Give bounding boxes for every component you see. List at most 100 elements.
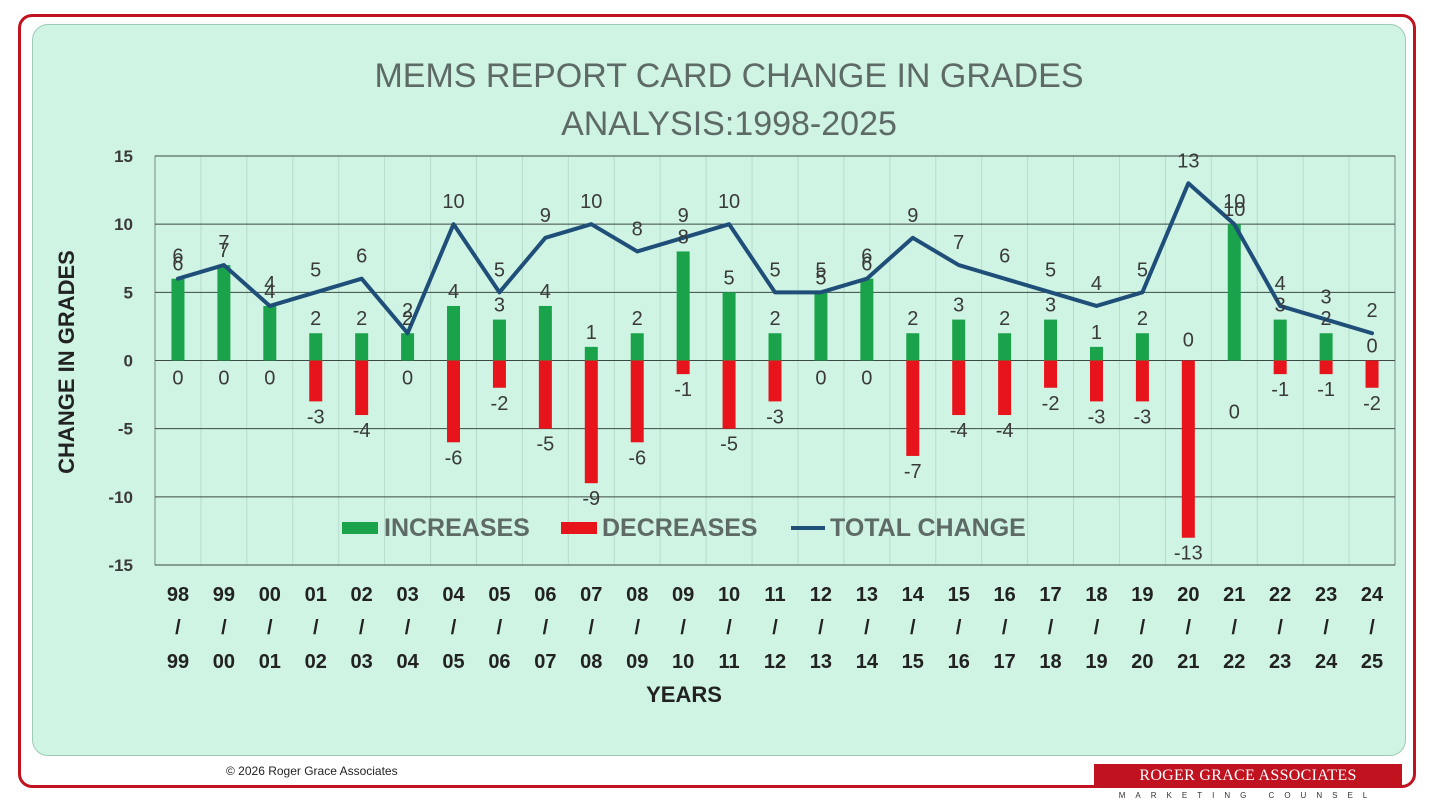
y-tick-label: 0 xyxy=(124,352,133,371)
total-data-label: 5 xyxy=(769,259,780,281)
x-tick-label-top: 09 xyxy=(672,584,694,606)
decrease-data-label: -3 xyxy=(1088,406,1106,428)
total-data-label: 8 xyxy=(632,218,643,240)
total-data-label: 6 xyxy=(999,246,1010,268)
x-tick-label-bottom: 14 xyxy=(856,651,879,673)
total-data-label: 7 xyxy=(218,232,229,254)
total-data-label: 6 xyxy=(356,246,367,268)
x-tick-label-sep: / xyxy=(956,617,962,639)
increase-bar xyxy=(1044,319,1058,361)
decrease-bar xyxy=(355,360,369,416)
increase-data-label: 2 xyxy=(310,308,321,330)
x-tick-label-top: 06 xyxy=(534,584,556,606)
total-data-label: 10 xyxy=(442,191,464,213)
increase-bar xyxy=(676,251,690,361)
legend-label-decreases: DECREASES xyxy=(602,514,758,542)
total-data-label: 4 xyxy=(1275,273,1286,295)
x-tick-label-bottom: 20 xyxy=(1131,651,1153,673)
increase-data-label: 1 xyxy=(586,322,597,344)
increase-data-label: 3 xyxy=(1045,295,1056,317)
increase-bar xyxy=(630,333,644,361)
x-tick-label-top: 17 xyxy=(1039,584,1061,606)
increase-data-label: 4 xyxy=(264,281,275,303)
x-tick-label-sep: / xyxy=(772,617,778,639)
increase-bar xyxy=(1089,346,1103,361)
decrease-data-label: -3 xyxy=(1134,406,1152,428)
decrease-bar xyxy=(722,360,736,429)
increase-bar xyxy=(768,333,782,361)
increase-bar xyxy=(814,292,828,361)
x-tick-label-sep: / xyxy=(1002,617,1008,639)
decrease-bar xyxy=(676,360,690,375)
x-tick-label-sep: / xyxy=(359,617,365,639)
x-tick-label-sep: / xyxy=(221,617,227,639)
increase-bar xyxy=(1319,333,1333,361)
increase-data-label: 4 xyxy=(448,281,459,303)
x-tick-label-top: 01 xyxy=(305,584,327,606)
x-tick-label-sep: / xyxy=(726,617,732,639)
increase-data-label: 2 xyxy=(999,308,1010,330)
increase-data-label: 2 xyxy=(1321,308,1332,330)
x-tick-label-sep: / xyxy=(451,617,457,639)
decrease-data-label: 0 xyxy=(218,368,229,390)
x-tick-label-sep: / xyxy=(543,617,549,639)
total-data-label: 5 xyxy=(1045,259,1056,281)
x-tick-label-sep: / xyxy=(910,617,916,639)
decrease-data-label: -6 xyxy=(628,447,646,469)
x-tick-label-sep: / xyxy=(267,617,273,639)
y-tick-label: -5 xyxy=(118,420,133,439)
total-data-label: 10 xyxy=(1223,191,1245,213)
total-data-label: 5 xyxy=(815,259,826,281)
decrease-data-label: -1 xyxy=(1271,379,1289,401)
x-tick-label-bottom: 10 xyxy=(672,651,694,673)
x-tick-label-bottom: 21 xyxy=(1177,651,1199,673)
x-tick-label-sep: / xyxy=(405,617,411,639)
decrease-data-label: 0 xyxy=(402,368,413,390)
increase-data-label: 1 xyxy=(1091,322,1102,344)
chart-title-line: ANALYSIS:1998-2025 xyxy=(561,105,897,143)
decrease-data-label: -2 xyxy=(491,393,509,415)
total-data-label: 6 xyxy=(861,246,872,268)
legend-swatch-decreases xyxy=(561,522,597,534)
increase-data-label: 3 xyxy=(494,295,505,317)
increase-bar xyxy=(263,305,277,361)
x-tick-label-bottom: 24 xyxy=(1315,651,1338,673)
x-tick-label-bottom: 06 xyxy=(488,651,510,673)
decrease-data-label: -3 xyxy=(307,406,325,428)
decrease-data-label: -13 xyxy=(1174,543,1203,565)
total-change-line xyxy=(175,181,1375,336)
total-data-label: 5 xyxy=(310,259,321,281)
total-data-label: 9 xyxy=(540,205,551,227)
total-data-label: 5 xyxy=(494,259,505,281)
x-tick-label-sep: / xyxy=(1369,617,1375,639)
legend-label-increases: INCREASES xyxy=(384,514,530,542)
x-tick-label-top: 00 xyxy=(259,584,281,606)
increase-data-label: 3 xyxy=(953,295,964,317)
x-tick-label-bottom: 15 xyxy=(902,651,924,673)
x-tick-label-bottom: 01 xyxy=(259,651,281,673)
x-tick-label-top: 08 xyxy=(626,584,648,606)
brand-name: ROGER GRACE ASSOCIATES xyxy=(1094,764,1402,788)
decrease-bar xyxy=(1273,360,1287,375)
y-tick-label: -15 xyxy=(108,556,133,575)
x-tick-label-sep: / xyxy=(1186,617,1192,639)
x-tick-label-sep: / xyxy=(497,617,503,639)
decrease-data-label: -4 xyxy=(950,420,968,442)
decrease-bar xyxy=(1365,360,1379,388)
increase-data-label: 2 xyxy=(769,308,780,330)
y-axis-label: CHANGE IN GRADES xyxy=(54,250,79,474)
x-tick-label-bottom: 05 xyxy=(442,651,464,673)
x-tick-label-sep: / xyxy=(818,617,824,639)
decrease-bar xyxy=(447,360,461,443)
x-tick-label-bottom: 09 xyxy=(626,651,648,673)
increase-bar xyxy=(952,319,966,361)
x-tick-label-top: 24 xyxy=(1361,584,1384,606)
increase-bar xyxy=(1135,333,1149,361)
x-tick-label-top: 02 xyxy=(351,584,373,606)
copyright-text: © 2026 Roger Grace Associates xyxy=(226,764,398,778)
decrease-bar xyxy=(1181,360,1195,538)
decrease-data-label: -9 xyxy=(582,488,600,510)
chart-title-line: MEMS REPORT CARD CHANGE IN GRADES xyxy=(374,57,1083,95)
decrease-data-label: -5 xyxy=(536,434,554,456)
x-tick-label-top: 13 xyxy=(856,584,878,606)
